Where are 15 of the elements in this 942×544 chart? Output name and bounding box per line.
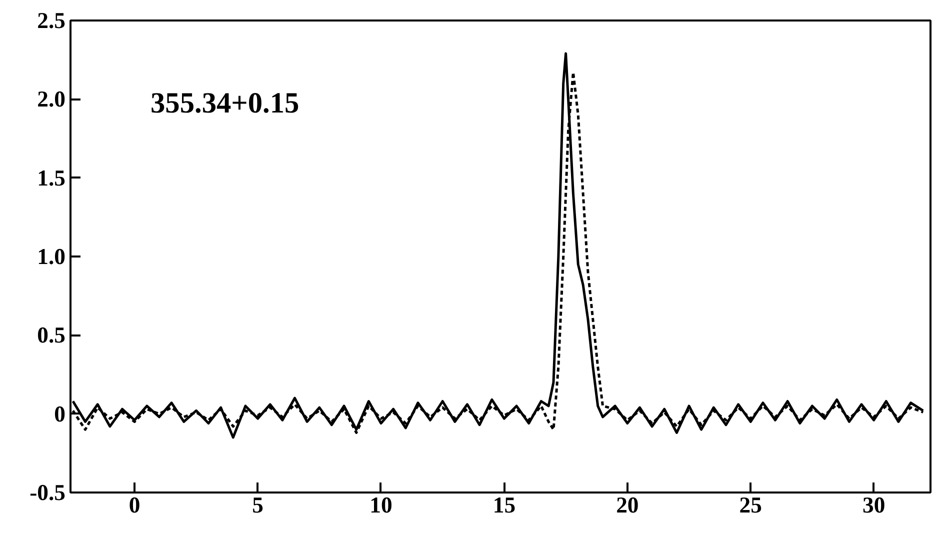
x-tick-label: 15 — [492, 492, 516, 518]
y-tick-label: -0.5 — [30, 480, 66, 505]
annotation: 355.34+0.15 — [150, 88, 300, 120]
y-tick-label: 2.5 — [37, 8, 66, 33]
x-tick-label: 10 — [370, 492, 392, 518]
x-tick-label: 0 — [128, 492, 140, 518]
x-tick-label: 25 — [739, 492, 762, 518]
x-tick-label: 20 — [616, 492, 639, 518]
x-tick-label: 5 — [252, 492, 264, 518]
x-tick-label: 30 — [862, 492, 886, 518]
y-tick-label: 1.0 — [37, 244, 66, 269]
y-tick-label: 1.5 — [37, 165, 66, 190]
y-tick-label: 2.0 — [37, 86, 66, 112]
y-tick-label: 0 — [54, 401, 66, 426]
y-tick-label: 0.5 — [37, 322, 66, 348]
